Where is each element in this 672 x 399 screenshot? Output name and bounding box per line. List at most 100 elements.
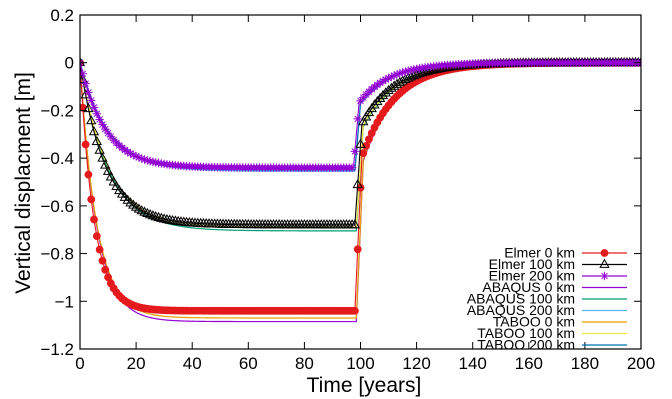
marker-star (84, 88, 93, 97)
y-tick-label: −0.2 (40, 101, 74, 120)
marker-star (378, 76, 388, 86)
marker-triangle (147, 210, 159, 220)
marker-star (89, 103, 99, 112)
legend-entry: ABAQUS 100 km (467, 291, 627, 307)
marker-triangle (102, 165, 114, 175)
marker-triangle (80, 73, 88, 84)
marker-star (143, 156, 152, 165)
marker-star (137, 154, 146, 163)
legend-label: TABOO 100 km (477, 325, 575, 341)
marker-triangle (108, 176, 119, 186)
x-tick-label: 60 (239, 354, 258, 373)
marker-star (145, 156, 155, 166)
marker-triangle (111, 180, 122, 191)
y-tick-label: 0 (65, 54, 74, 73)
x-tick-label: 0 (75, 354, 84, 373)
marker-star (395, 69, 404, 78)
marker-star (389, 71, 399, 80)
marker-circle (90, 215, 98, 224)
x-tick-label: 140 (459, 354, 487, 373)
marker-circle (98, 256, 107, 265)
y-tick-label: 0.2 (50, 6, 74, 25)
marker-circle (600, 249, 609, 257)
marker-star (98, 120, 107, 129)
marker-star (353, 114, 362, 124)
marker-triangle (150, 211, 161, 221)
legend-entry: Elmer 100 km (489, 256, 627, 272)
marker-triangle (372, 95, 383, 106)
marker-triangle (144, 209, 156, 219)
y-tick-label: −1 (55, 292, 74, 311)
marker-circle (359, 149, 368, 158)
legend-label: Elmer 200 km (489, 268, 575, 284)
marker-triangle (352, 178, 363, 189)
marker-triangle (161, 213, 173, 224)
marker-triangle (360, 111, 372, 121)
marker-triangle (105, 171, 117, 181)
marker-triangle (377, 89, 389, 100)
marker-star (387, 72, 396, 81)
axes: 0 20 40 60 80 100 120 140 160 180 200 −1.2 −1 −0.8 −0.… (40, 6, 655, 373)
x-tick-label: 200 (627, 354, 655, 373)
marker-triangle (86, 115, 97, 125)
x-tick-label: 120 (402, 354, 430, 373)
marker-star (381, 75, 390, 84)
legend-label: ABAQUS 100 km (467, 291, 575, 307)
marker-triangle (156, 212, 167, 222)
marker-triangle (100, 159, 111, 169)
x-tick-label: 40 (183, 354, 202, 373)
marker-star (350, 147, 360, 156)
marker-triangle (88, 126, 100, 136)
marker-triangle (80, 56, 86, 67)
marker-star (401, 67, 410, 76)
legend-label: Elmer 100 km (489, 256, 575, 272)
series-elmer-100-km (80, 56, 641, 229)
legend-entry: TABOO 200 km (477, 337, 627, 353)
x-tick-label: 180 (571, 354, 599, 373)
marker-triangle (355, 138, 366, 148)
marker-star (375, 78, 385, 88)
legend-entry: Elmer 0 km (504, 245, 627, 261)
marker-circle (101, 265, 110, 274)
marker-triangle (91, 135, 103, 146)
marker-star (120, 145, 130, 155)
marker-circle (353, 245, 362, 254)
marker-circle (87, 195, 96, 204)
y-tick-label: −0.4 (40, 149, 74, 168)
marker-triangle (158, 213, 170, 223)
marker-star (148, 157, 158, 167)
marker-triangle (142, 207, 153, 218)
legend-entry: TABOO 100 km (477, 325, 627, 341)
marker-triangle (136, 205, 147, 215)
legend-label: TABOO 200 km (477, 337, 575, 353)
marker-star (384, 73, 393, 83)
legend-label: Elmer 0 km (504, 245, 575, 261)
marker-star (356, 96, 365, 106)
marker-star (87, 96, 96, 105)
marker-triangle (139, 206, 150, 216)
marker-star (398, 68, 407, 77)
legend-label: ABAQUS 0 km (482, 279, 575, 295)
marker-triangle (133, 203, 145, 213)
marker-star (126, 149, 135, 158)
marker-triangle (391, 78, 403, 88)
marker-circle (81, 140, 90, 149)
legend-label: ABAQUS 200 km (467, 302, 575, 318)
marker-star (106, 132, 116, 141)
marker-star (81, 79, 90, 88)
legend-label: TABOO 0 km (493, 314, 575, 330)
marker-star (117, 143, 127, 153)
marker-circle (84, 170, 93, 179)
marker-star (123, 147, 132, 157)
legend-entry: ABAQUS 0 km (482, 279, 627, 295)
x-tick-label: 100 (346, 354, 374, 373)
marker-star (131, 152, 141, 161)
marker-star (92, 109, 102, 118)
marker-triangle (153, 211, 164, 222)
legend-entry: Elmer 200 km (489, 268, 627, 284)
marker-star (409, 65, 418, 74)
marker-circle (95, 245, 104, 254)
marker-star (373, 80, 382, 90)
marker-triangle (425, 64, 436, 75)
marker-star (151, 158, 160, 167)
